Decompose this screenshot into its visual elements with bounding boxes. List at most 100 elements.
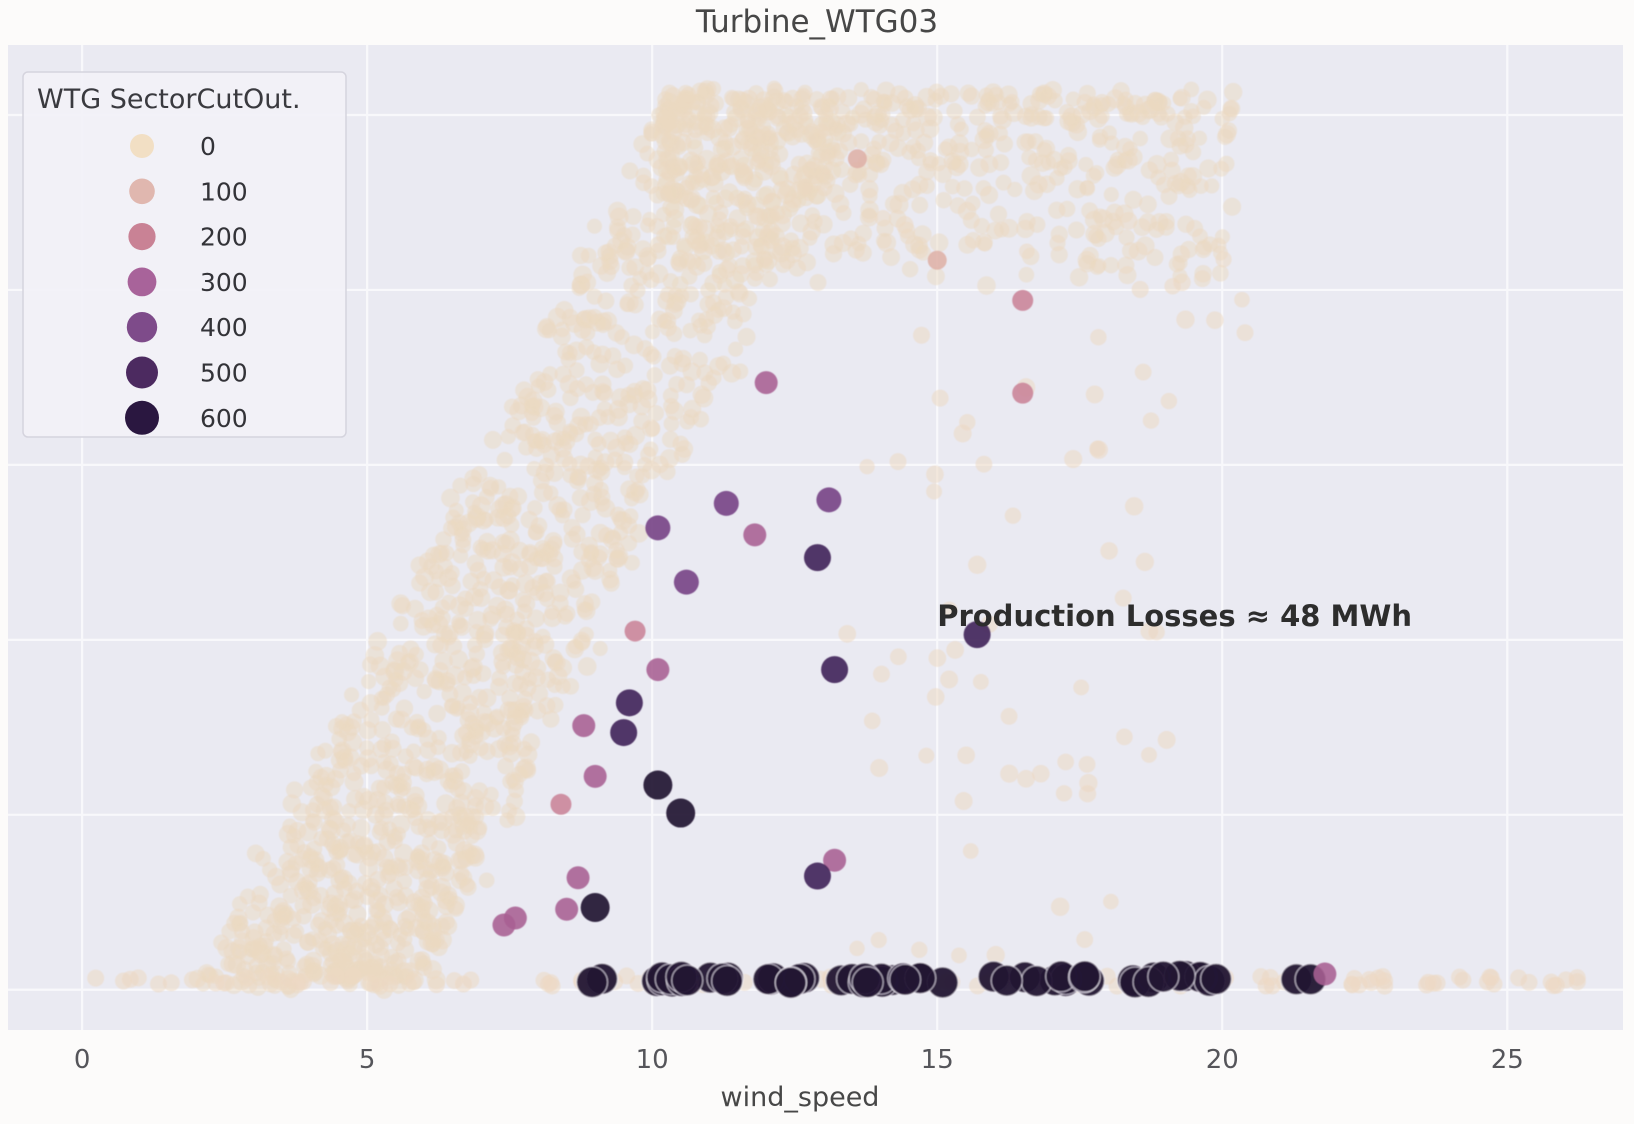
scatter-point xyxy=(397,859,414,876)
scatter-point xyxy=(933,164,952,184)
scatter-point xyxy=(1055,785,1073,802)
scatter-point xyxy=(425,546,443,564)
scatter-point xyxy=(708,194,725,211)
scatter-point xyxy=(853,81,869,98)
scatter-point xyxy=(696,364,714,382)
legend-entries: 0 100 200 300 400 500 600 xyxy=(125,132,248,435)
scatter-point xyxy=(610,547,629,566)
production-losses-annotation: Production Losses ≈ 48 MWh xyxy=(937,599,1412,633)
scatter-point xyxy=(436,794,456,814)
scatter-point xyxy=(585,344,602,360)
scatter-point xyxy=(958,235,977,254)
scatter-point xyxy=(673,569,699,595)
scatter-point xyxy=(1103,187,1119,203)
scatter-point xyxy=(392,710,411,729)
scatter-point xyxy=(1050,897,1070,917)
scatter-point xyxy=(392,615,409,632)
x-axis-label: wind_speed xyxy=(721,1082,880,1113)
scatter-point xyxy=(1090,328,1107,346)
scatter-point xyxy=(428,563,444,580)
scatter-point xyxy=(999,218,1019,238)
scatter-point xyxy=(376,754,392,770)
scatter-point xyxy=(624,554,640,571)
scatter-point xyxy=(478,532,497,551)
scatter-points-highlighted xyxy=(492,149,1337,986)
scatter-point xyxy=(334,714,350,730)
scatter-point xyxy=(183,971,201,989)
scatter-point xyxy=(1163,161,1181,180)
legend-marker xyxy=(126,356,158,389)
scatter-point xyxy=(610,719,638,747)
scatter-point xyxy=(351,819,371,838)
scatter-point xyxy=(951,947,967,964)
scatter-point xyxy=(521,651,541,671)
scatter-point xyxy=(587,460,607,479)
scatter-point xyxy=(464,714,480,731)
scatter-point xyxy=(404,973,422,991)
scatter-point xyxy=(363,711,380,728)
scatter-point xyxy=(734,222,752,239)
scatter-point xyxy=(525,397,544,416)
scatter-point xyxy=(329,917,345,934)
scatter-point xyxy=(474,724,491,741)
scatter-point xyxy=(749,102,767,120)
scatter-point xyxy=(1127,94,1144,111)
scatter-point xyxy=(608,360,626,379)
scatter-point xyxy=(491,670,508,687)
scatter-point xyxy=(911,196,929,214)
scatter-point xyxy=(476,631,494,649)
scatter-point xyxy=(640,217,656,234)
scatter-point xyxy=(659,226,678,246)
scatter-point xyxy=(1012,382,1034,404)
scatter-point xyxy=(362,974,380,992)
scatter-point xyxy=(604,529,621,546)
scatter-point xyxy=(692,385,711,404)
scatter-point xyxy=(586,218,603,234)
scatter-point xyxy=(617,434,635,452)
scatter-point xyxy=(333,901,349,917)
scatter-point xyxy=(542,608,562,628)
scatter-point xyxy=(576,310,592,327)
scatter-point xyxy=(553,439,572,458)
scatter-point xyxy=(817,168,834,185)
scatter-point xyxy=(331,731,347,747)
scatter-point xyxy=(1064,449,1083,469)
scatter-point xyxy=(611,510,628,527)
scatter-point xyxy=(389,892,409,912)
scatter-point xyxy=(285,781,304,799)
scatter-point xyxy=(660,185,678,203)
scatter-point xyxy=(803,862,831,890)
scatter-point xyxy=(416,683,432,700)
scatter-point xyxy=(990,964,1024,997)
scatter-point xyxy=(918,747,935,764)
scatter-point xyxy=(682,286,699,303)
scatter-point xyxy=(565,639,585,659)
scatter-point xyxy=(901,261,919,278)
scatter-point xyxy=(716,139,735,158)
scatter-point xyxy=(968,555,987,575)
scatter-point xyxy=(734,164,754,183)
scatter-point xyxy=(722,218,739,235)
legend-title: WTG SectorCutOut. xyxy=(37,84,301,115)
x-tick-label: 25 xyxy=(1491,1045,1524,1075)
scatter-point xyxy=(803,161,822,180)
scatter-point xyxy=(547,677,563,694)
scatter-point xyxy=(1085,224,1104,244)
scatter-point xyxy=(499,640,518,660)
scatter-point xyxy=(483,430,502,449)
scatter-point xyxy=(1236,324,1254,342)
scatter-point xyxy=(548,414,566,432)
scatter-point xyxy=(527,523,545,541)
scatter-point xyxy=(857,111,874,128)
scatter-point xyxy=(1027,152,1044,168)
scatter-point xyxy=(689,154,706,171)
scatter-point xyxy=(793,90,811,108)
scatter-point xyxy=(1160,129,1179,149)
scatter-point xyxy=(444,577,461,595)
scatter-point xyxy=(539,590,556,608)
scatter-point xyxy=(962,843,979,859)
scatter-point xyxy=(1031,764,1050,783)
scatter-point xyxy=(1085,167,1102,184)
scatter-point xyxy=(839,89,858,107)
scatter-point xyxy=(1220,122,1238,139)
